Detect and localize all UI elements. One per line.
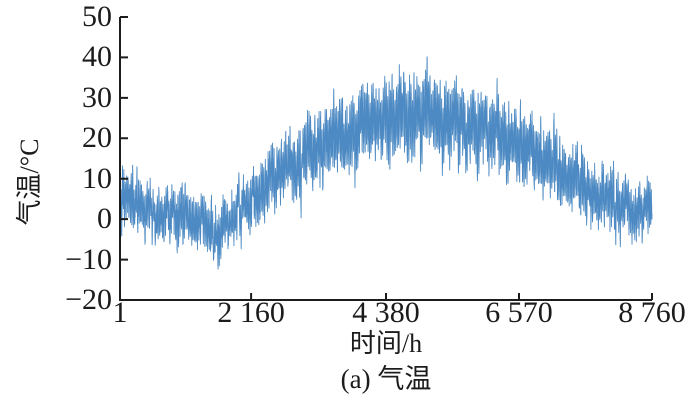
x-tick-label: 6 570 xyxy=(485,296,553,329)
y-tick-label: 50 xyxy=(82,0,112,33)
y-tick-label: −20 xyxy=(65,283,112,316)
x-tick-label: 1 xyxy=(112,296,128,329)
y-tick-label: 20 xyxy=(82,121,112,155)
axis-spines-and-ticks xyxy=(119,16,653,301)
figure-caption: (a) 气温 xyxy=(340,364,432,394)
x-axis-title: 时间/h xyxy=(349,329,423,358)
temperature-series xyxy=(119,56,653,270)
y-tick-label: 0 xyxy=(97,202,112,236)
axes xyxy=(119,16,653,301)
temperature-series-line xyxy=(119,56,653,270)
y-tick-label: 30 xyxy=(82,80,112,114)
y-tick-label: 10 xyxy=(82,161,112,195)
y-axis-title: 气温/°C xyxy=(15,138,44,226)
x-tick-label: 8 760 xyxy=(618,296,686,329)
x-tick-label: 4 380 xyxy=(352,296,420,329)
y-tick-label: 40 xyxy=(82,40,112,74)
y-tick-label: −10 xyxy=(65,242,112,276)
x-tick-label: 2 160 xyxy=(217,296,285,329)
